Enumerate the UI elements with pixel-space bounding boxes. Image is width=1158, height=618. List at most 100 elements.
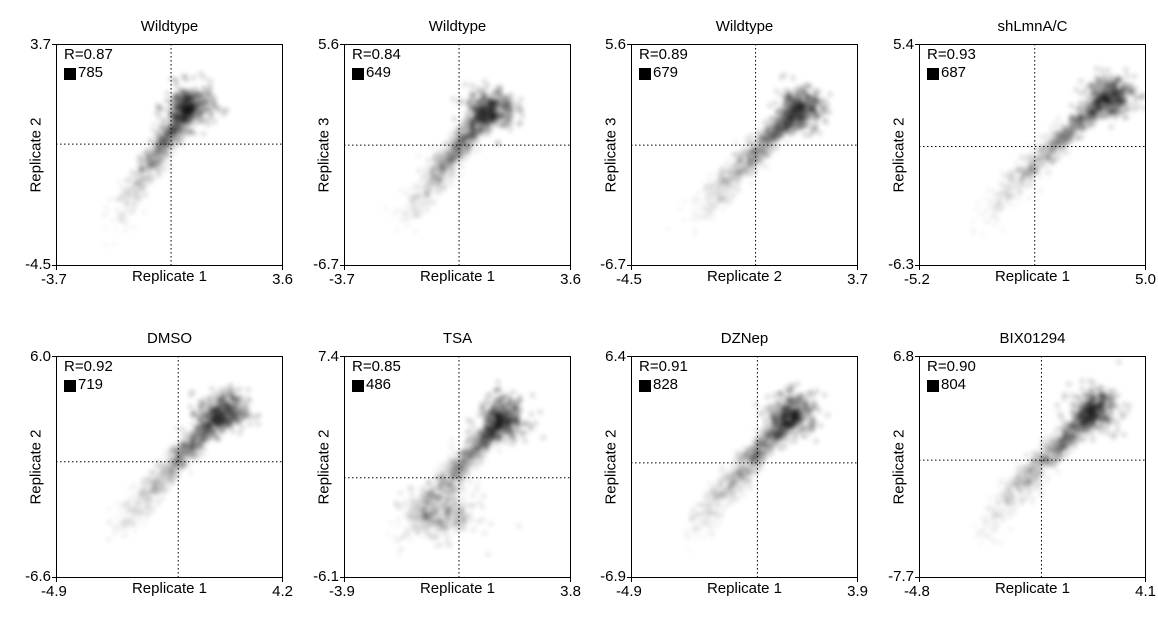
x-tick-label-left: -4.9 — [616, 583, 642, 600]
count-label: 679 — [653, 64, 679, 81]
x-tick-label-left: -4.5 — [616, 271, 642, 288]
count-label: 828 — [653, 376, 679, 393]
plot-frame — [344, 44, 571, 266]
x-tick-label-left: -3.7 — [329, 271, 355, 288]
density-cloud — [979, 359, 1133, 546]
density-plot — [340, 44, 571, 270]
panel-title: Wildtype — [140, 18, 199, 35]
panel-title: shLmnA/C — [997, 18, 1068, 35]
y-axis-label: Replicate 3 — [602, 117, 620, 193]
density-plot — [915, 44, 1146, 270]
density-cloud — [677, 72, 834, 233]
correlation-label: R=0.85 — [352, 358, 401, 375]
panel-title: TSA — [442, 330, 473, 347]
y-tick-label-top: 5.6 — [605, 36, 626, 53]
density-cloud — [686, 381, 831, 541]
y-tick-label-top: 7.4 — [318, 348, 339, 365]
plot-frame — [344, 356, 571, 578]
x-axis-label: Replicate 2 — [706, 268, 783, 285]
x-tick-label-left: -3.7 — [41, 271, 67, 288]
y-tick-label-top: 6.0 — [30, 348, 51, 365]
y-axis-label: Replicate 3 — [315, 117, 333, 193]
count-label: 804 — [941, 376, 967, 393]
x-tick-label-left: -4.8 — [904, 583, 930, 600]
plot-frame — [919, 44, 1146, 266]
count-label: 719 — [78, 376, 104, 393]
y-axis-label: Replicate 2 — [27, 117, 45, 193]
count-label: 785 — [78, 64, 104, 81]
x-tick-label-right: 4.2 — [272, 583, 293, 600]
y-tick-label-bottom: -6.7 — [600, 256, 626, 273]
plot-frame — [631, 356, 858, 578]
correlation-label: R=0.93 — [927, 46, 976, 63]
y-tick-label-bottom: -6.7 — [313, 256, 339, 273]
plot-frame — [56, 356, 283, 578]
x-tick-label-left: -5.2 — [904, 271, 930, 288]
count-legend-swatch — [352, 68, 364, 80]
y-tick-label-bottom: -6.6 — [25, 568, 51, 585]
y-axis-label: Replicate 2 — [602, 429, 620, 505]
y-axis-label: Replicate 2 — [315, 429, 333, 505]
count-legend-swatch — [639, 380, 651, 392]
correlation-label: R=0.92 — [64, 358, 113, 375]
plot-frame — [631, 44, 858, 266]
y-tick-label-bottom: -6.9 — [600, 568, 626, 585]
density-plot — [52, 356, 283, 582]
x-tick-label-left: -4.9 — [41, 583, 67, 600]
panel-title: DMSO — [147, 330, 192, 347]
density-plot — [627, 356, 858, 582]
x-axis-label: Replicate 1 — [419, 268, 496, 285]
correlation-label: R=0.91 — [639, 358, 688, 375]
count-label: 486 — [366, 376, 392, 393]
y-tick-label-top: 3.7 — [30, 36, 51, 53]
x-axis-label: Replicate 1 — [994, 268, 1071, 285]
density-cloud — [393, 378, 547, 558]
density-cloud — [390, 78, 526, 223]
count-legend-swatch — [927, 380, 939, 392]
x-axis-label: Replicate 1 — [131, 580, 208, 597]
plot-frame — [56, 44, 283, 266]
y-axis-label: Replicate 2 — [27, 429, 45, 505]
count-label: 687 — [941, 64, 967, 81]
count-legend-swatch — [64, 380, 76, 392]
y-axis-label: Replicate 2 — [890, 117, 908, 193]
x-axis-label: Replicate 1 — [706, 580, 783, 597]
y-axis-label: Replicate 2 — [890, 429, 908, 505]
correlation-label: R=0.84 — [352, 46, 401, 63]
density-plot — [340, 356, 571, 582]
correlation-label: R=0.87 — [64, 46, 113, 63]
density-plot — [627, 44, 858, 270]
y-tick-label-bottom: -4.5 — [25, 256, 51, 273]
y-tick-label-bottom: -6.1 — [313, 568, 339, 585]
correlation-label: R=0.90 — [927, 358, 976, 375]
y-tick-label-bottom: -6.3 — [888, 256, 914, 273]
panel-title: BIX01294 — [999, 330, 1066, 347]
x-tick-label-right: 3.7 — [847, 271, 868, 288]
x-tick-label-left: -3.9 — [329, 583, 355, 600]
density-plot — [52, 44, 283, 270]
count-legend-swatch — [352, 380, 364, 392]
y-tick-label-top: 5.6 — [318, 36, 339, 53]
y-tick-label-top: 6.8 — [893, 348, 914, 365]
panel-title: Wildtype — [715, 18, 774, 35]
panel-title: DZNep — [720, 330, 769, 347]
x-axis-label: Replicate 1 — [994, 580, 1071, 597]
count-legend-swatch — [64, 68, 76, 80]
y-tick-label-top: 5.4 — [893, 36, 914, 53]
density-cloud — [102, 70, 230, 247]
x-tick-label-right: 3.6 — [272, 271, 293, 288]
density-cloud — [106, 382, 262, 539]
count-label: 649 — [366, 64, 392, 81]
density-plot — [915, 356, 1146, 582]
x-tick-label-right: 4.1 — [1135, 583, 1156, 600]
correlation-label: R=0.89 — [639, 46, 688, 63]
plot-frame — [919, 356, 1146, 578]
x-tick-label-right: 3.6 — [560, 271, 581, 288]
y-tick-label-bottom: -7.7 — [888, 568, 914, 585]
panel-title: Wildtype — [428, 18, 487, 35]
x-tick-label-right: 3.8 — [560, 583, 581, 600]
x-axis-label: Replicate 1 — [131, 268, 208, 285]
x-tick-label-right: 5.0 — [1135, 271, 1156, 288]
x-tick-label-right: 3.9 — [847, 583, 868, 600]
x-axis-label: Replicate 1 — [419, 580, 496, 597]
